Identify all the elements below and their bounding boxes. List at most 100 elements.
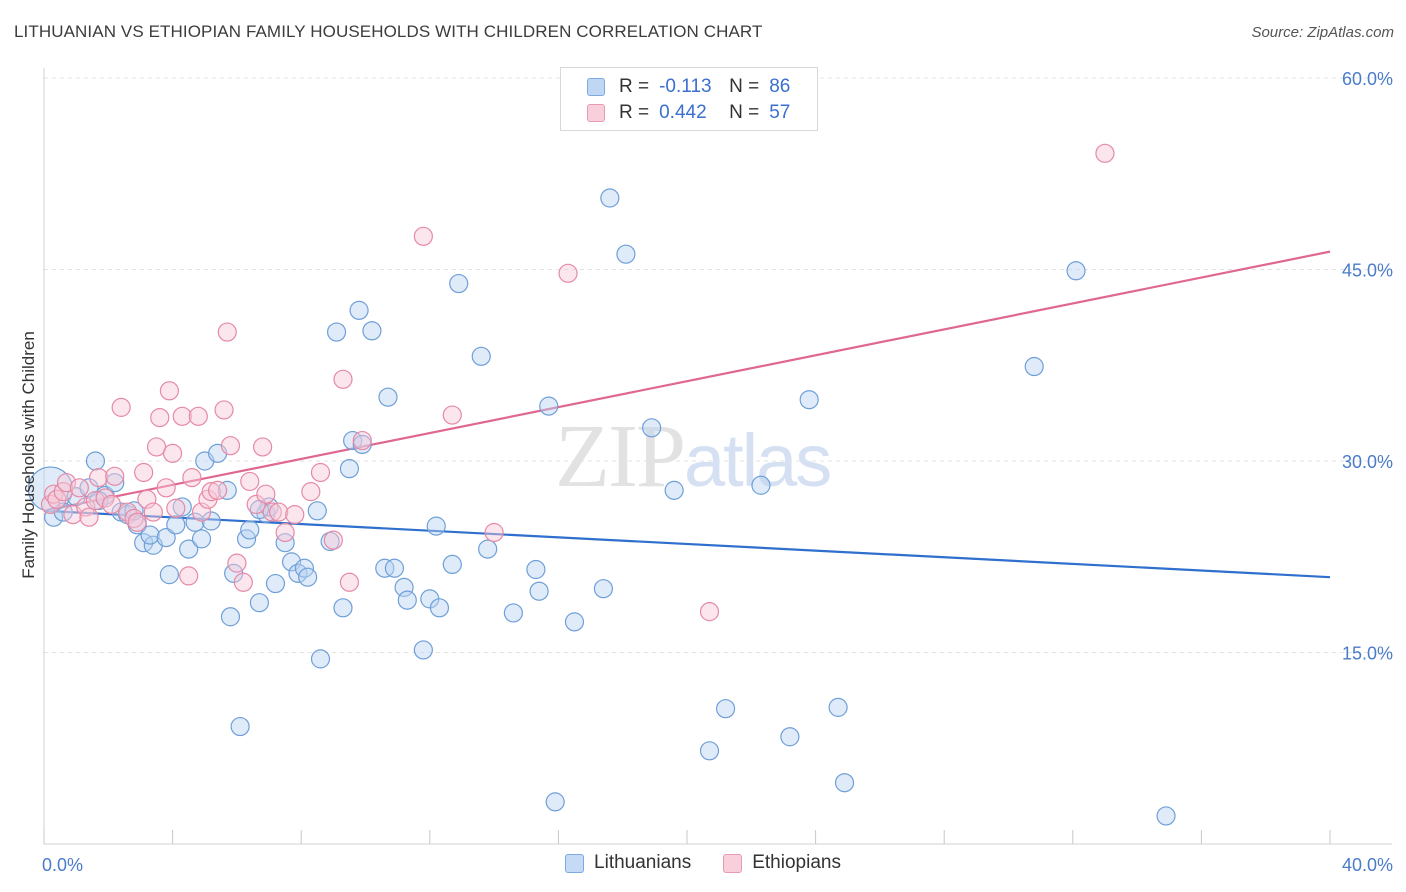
legend-item-lithuanians[interactable]: Lithuanians [565,852,691,874]
point-ethiopians-35 [214,400,234,420]
point-ethiopians-24 [159,381,179,401]
point-lithuanians-48 [362,321,382,341]
trend-line-lithuanians [43,509,1331,579]
point-lithuanians-29 [240,520,260,540]
point-lithuanians-62 [526,559,546,580]
point-lithuanians-75 [780,727,800,747]
point-ethiopians-42 [253,437,273,457]
point-lithuanians-13 [140,525,160,545]
legend-swatch-lithuanians [565,853,585,873]
point-lithuanians-52 [394,577,414,597]
point-ethiopians-59 [1095,143,1115,163]
y-tick-label-3: 60.0% [1342,69,1393,89]
point-ethiopians-13 [105,466,125,486]
point-lithuanians-20 [191,529,212,549]
point-lithuanians-53 [397,590,417,610]
point-ethiopians-58 [699,602,720,622]
point-lithuanians-64 [539,396,559,416]
point-lithuanians-57 [442,554,462,575]
point-lithuanians-46 [349,300,369,320]
point-ethiopians-8 [79,507,99,527]
point-lithuanians-68 [600,188,620,208]
point-ethiopians-21 [146,437,167,457]
point-ethiopians-48 [301,482,321,502]
legend-swatch-ethiopians [587,104,605,122]
point-lithuanians-85 [426,516,446,536]
point-ethiopians-12 [101,494,122,515]
y-tick-label-2: 45.0% [1342,261,1393,281]
y-tick-label-1: 30.0% [1342,452,1393,472]
point-ethiopians-2 [47,489,67,509]
point-lithuanians-66 [564,612,585,632]
point-lithuanians-61 [503,603,523,623]
y-tick-label-0: 15.0% [1342,644,1393,664]
axes [43,68,1392,845]
trend-lines [43,250,1331,579]
point-lithuanians-34 [275,533,295,553]
point-lithuanians-42 [326,322,347,342]
point-ethiopians-43 [256,484,276,504]
point-ethiopians-0 [40,494,61,515]
point-lithuanians-30 [249,593,270,613]
point-ethiopians-41 [246,494,266,515]
point-ethiopians-47 [285,505,305,525]
legend-label-lithuanians: Lithuanians [594,852,692,873]
point-lithuanians-14 [156,527,176,548]
point-lithuanians-33 [265,573,286,594]
point-lithuanians-18 [179,539,199,559]
point-lithuanians-39 [307,501,327,521]
point-lithuanians-5 [85,451,106,471]
point-lithuanians-54 [413,640,433,660]
point-lithuanians-60 [478,539,498,559]
point-lithuanians-76 [799,390,819,410]
point-ethiopians-46 [275,522,295,543]
point-lithuanians-16 [166,515,186,535]
point-lithuanians-80 [1066,261,1086,281]
point-lithuanians-56 [429,598,450,618]
point-lithuanians-58 [449,273,469,294]
watermark-zip: ZIP [555,407,686,506]
point-ethiopians-27 [172,406,192,426]
point-ethiopians-55 [442,405,462,425]
point-lithuanians-36 [288,563,308,583]
tick-labels: 15.0% 30.0% 45.0% 60.0% 0.0% 40.0% [42,69,1393,875]
point-ethiopians-56 [484,522,504,543]
point-lithuanians-69 [616,244,636,264]
point-ethiopians-37 [220,436,241,456]
point-ethiopians-22 [150,407,170,428]
legend-n-value: 86 [769,76,791,97]
point-lithuanians-50 [378,387,398,407]
point-lithuanians-70 [642,418,662,438]
point-ethiopians-50 [323,530,343,550]
point-lithuanians-15 [159,565,179,585]
point-lithuanians-72 [699,741,720,761]
point-lithuanians-24 [217,480,237,500]
point-lithuanians-41 [320,531,340,552]
legend-r-label: R = [619,102,650,123]
point-ethiopians-29 [182,467,202,488]
point-lithuanians-45 [343,430,363,451]
point-lithuanians-40 [310,649,331,669]
point-ethiopians-25 [163,443,183,463]
point-ethiopians-4 [56,473,77,493]
point-lithuanians-77 [828,697,848,717]
point-lithuanians-59 [471,346,491,366]
source-label: Source: ZipAtlas.com [1251,24,1394,41]
point-ethiopians-34 [208,480,228,500]
point-ethiopians-54 [413,226,433,246]
legend-n-label: N = [729,76,760,97]
x-tick-label-1: 40.0% [1342,855,1393,875]
legend-item-ethiopians[interactable]: Ethiopians [723,852,841,874]
point-ethiopians-10 [89,467,109,488]
point-ethiopians-17 [127,512,147,532]
legend-r-label: R = [619,76,650,97]
point-lithuanians-63 [529,581,549,601]
chart-title: LITHUANIAN VS ETHIOPIAN FAMILY HOUSEHOLD… [14,22,763,41]
legend-n-label: N = [729,102,760,123]
point-lithuanians-38 [298,567,318,587]
legend-label-ethiopians: Ethiopians [752,852,841,873]
point-lithuanians-78 [834,773,855,793]
point-ethiopians-30 [188,406,208,426]
point-ethiopians-7 [76,497,96,517]
grid-lines [44,77,1392,653]
